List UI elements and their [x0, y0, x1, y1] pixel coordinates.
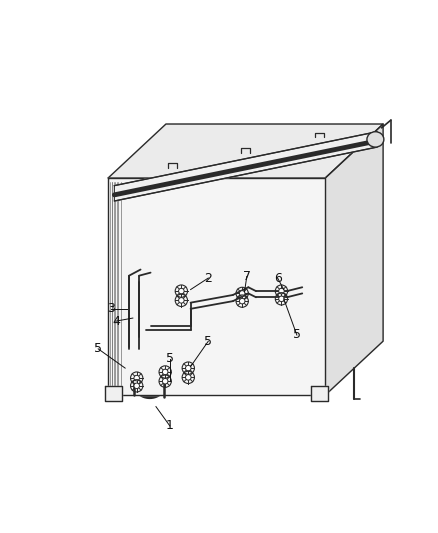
Polygon shape [108, 178, 325, 395]
Text: 1: 1 [166, 419, 174, 432]
Text: 3: 3 [107, 302, 115, 316]
Circle shape [186, 365, 191, 371]
Text: 5: 5 [293, 328, 301, 342]
Text: 7: 7 [243, 270, 251, 283]
Text: 6: 6 [274, 271, 282, 285]
Circle shape [134, 375, 139, 381]
Circle shape [179, 297, 184, 303]
Text: 4: 4 [112, 314, 120, 328]
Polygon shape [325, 124, 383, 395]
Circle shape [240, 298, 245, 304]
Text: 5: 5 [204, 335, 212, 348]
Ellipse shape [367, 132, 384, 147]
Polygon shape [311, 386, 328, 401]
Circle shape [186, 375, 191, 380]
Text: 5: 5 [166, 352, 174, 365]
Polygon shape [108, 124, 383, 178]
Text: 2: 2 [205, 271, 212, 285]
Polygon shape [105, 386, 122, 401]
Circle shape [134, 383, 139, 389]
Polygon shape [114, 132, 377, 201]
Circle shape [279, 296, 284, 302]
Text: 5: 5 [94, 342, 102, 356]
Circle shape [179, 288, 184, 294]
Circle shape [162, 369, 168, 375]
Circle shape [279, 288, 284, 294]
Circle shape [240, 290, 245, 296]
Circle shape [162, 378, 168, 384]
